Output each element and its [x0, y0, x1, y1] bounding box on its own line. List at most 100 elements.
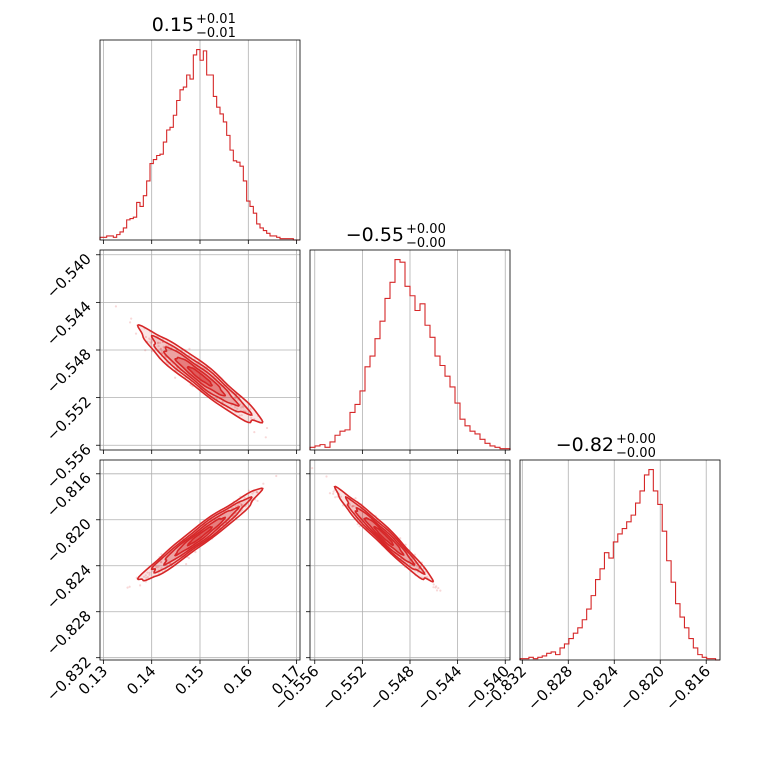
sample-point	[358, 525, 361, 528]
sample-point	[264, 436, 267, 439]
sample-point	[235, 397, 238, 400]
title-err-minus: −0.01	[196, 26, 236, 41]
axes-frame	[519, 459, 721, 661]
y-tick-label: −0.828	[43, 607, 95, 659]
scatter-panel-0-1: −0.556−0.552−0.548−0.544−0.540	[43, 249, 301, 492]
sample-point	[146, 571, 149, 574]
sample-point	[159, 561, 163, 564]
hist-panel-2: −0.82 +0.00−0.00−0.832−0.828−0.824−0.820−…	[478, 432, 721, 714]
sample-point	[221, 400, 224, 404]
sample-point	[126, 586, 129, 589]
sample-point	[236, 407, 239, 410]
sample-point	[145, 576, 148, 579]
contour-level	[373, 525, 395, 546]
title-err-plus: +0.01	[196, 12, 236, 27]
x-tick-label: 0.14	[123, 662, 159, 698]
sample-point	[251, 492, 254, 495]
sample-point	[156, 566, 159, 569]
panel-title: −0.55 +0.00−0.00	[346, 222, 446, 251]
sample-point	[160, 560, 163, 563]
sample-point	[255, 490, 259, 494]
sample-point	[162, 345, 165, 348]
sample-point	[253, 431, 256, 434]
sample-point	[159, 347, 162, 351]
sample-point	[339, 495, 343, 498]
y-tick-label: −0.820	[43, 515, 95, 567]
sample-point	[354, 505, 357, 508]
sample-point	[240, 406, 243, 409]
sample-point	[234, 406, 237, 409]
sample-point	[158, 341, 162, 344]
histogram-step-line	[99, 48, 300, 241]
title-value: −0.55	[346, 224, 404, 246]
sample-point	[240, 503, 243, 506]
sample-point	[174, 376, 177, 379]
histogram-step-line	[309, 258, 511, 450]
sample-point	[134, 332, 138, 335]
density-region	[311, 466, 442, 592]
sample-point	[439, 589, 442, 592]
sample-point	[160, 350, 163, 353]
x-tick-label: −0.820	[616, 662, 668, 714]
sample-point	[150, 350, 154, 353]
sample-point	[416, 565, 419, 568]
sample-point	[404, 543, 407, 546]
sample-point	[114, 305, 118, 308]
sample-point	[149, 338, 152, 341]
sample-point	[311, 466, 314, 470]
y-tick-label: −0.544	[43, 297, 95, 349]
y-tick-label: −0.548	[43, 345, 95, 397]
sample-point	[144, 349, 147, 352]
sample-point	[351, 504, 355, 508]
sample-point	[336, 495, 339, 498]
x-tick-label: 0.15	[171, 662, 207, 698]
sample-point	[156, 341, 160, 344]
title-value: 0.15	[152, 14, 194, 36]
sample-point	[325, 475, 328, 478]
sample-point	[328, 492, 332, 495]
sample-point	[188, 347, 191, 350]
sample-point	[128, 321, 132, 324]
sample-point	[167, 344, 170, 347]
sample-point	[238, 414, 241, 417]
sample-point	[241, 405, 244, 408]
sample-point	[194, 550, 197, 554]
sample-point	[156, 342, 160, 345]
sample-point	[128, 585, 131, 588]
sample-point	[185, 562, 188, 566]
sample-point	[334, 496, 337, 499]
sample-point	[139, 584, 142, 587]
sample-point	[247, 489, 250, 492]
x-tick-label: −0.828	[524, 662, 576, 714]
sample-point	[250, 416, 253, 420]
sample-point	[356, 522, 359, 526]
sample-point	[351, 505, 354, 508]
hist-panel-0: 0.15 +0.01−0.01	[99, 12, 301, 244]
sample-point	[399, 537, 402, 540]
sample-point	[148, 573, 151, 576]
sample-point	[236, 504, 240, 507]
sample-point	[240, 504, 243, 507]
title-value: −0.82	[556, 434, 614, 456]
sample-point	[354, 497, 357, 500]
sample-point	[149, 340, 152, 344]
sample-point	[242, 406, 245, 409]
sample-point	[432, 586, 435, 589]
panel-title: 0.15 +0.01−0.01	[152, 12, 236, 41]
sample-point	[262, 482, 265, 485]
sample-point	[187, 556, 191, 560]
sample-point	[146, 575, 149, 579]
sample-point	[157, 565, 160, 568]
density-region	[126, 474, 278, 589]
title-err-minus: −0.00	[406, 236, 446, 251]
sample-point	[142, 575, 146, 578]
y-tick-label: −0.540	[43, 250, 95, 302]
sample-point	[275, 474, 278, 478]
sample-point	[157, 344, 160, 348]
sample-point	[417, 567, 421, 570]
sample-point	[351, 505, 354, 508]
sample-point	[256, 499, 259, 502]
sample-point	[332, 492, 335, 495]
